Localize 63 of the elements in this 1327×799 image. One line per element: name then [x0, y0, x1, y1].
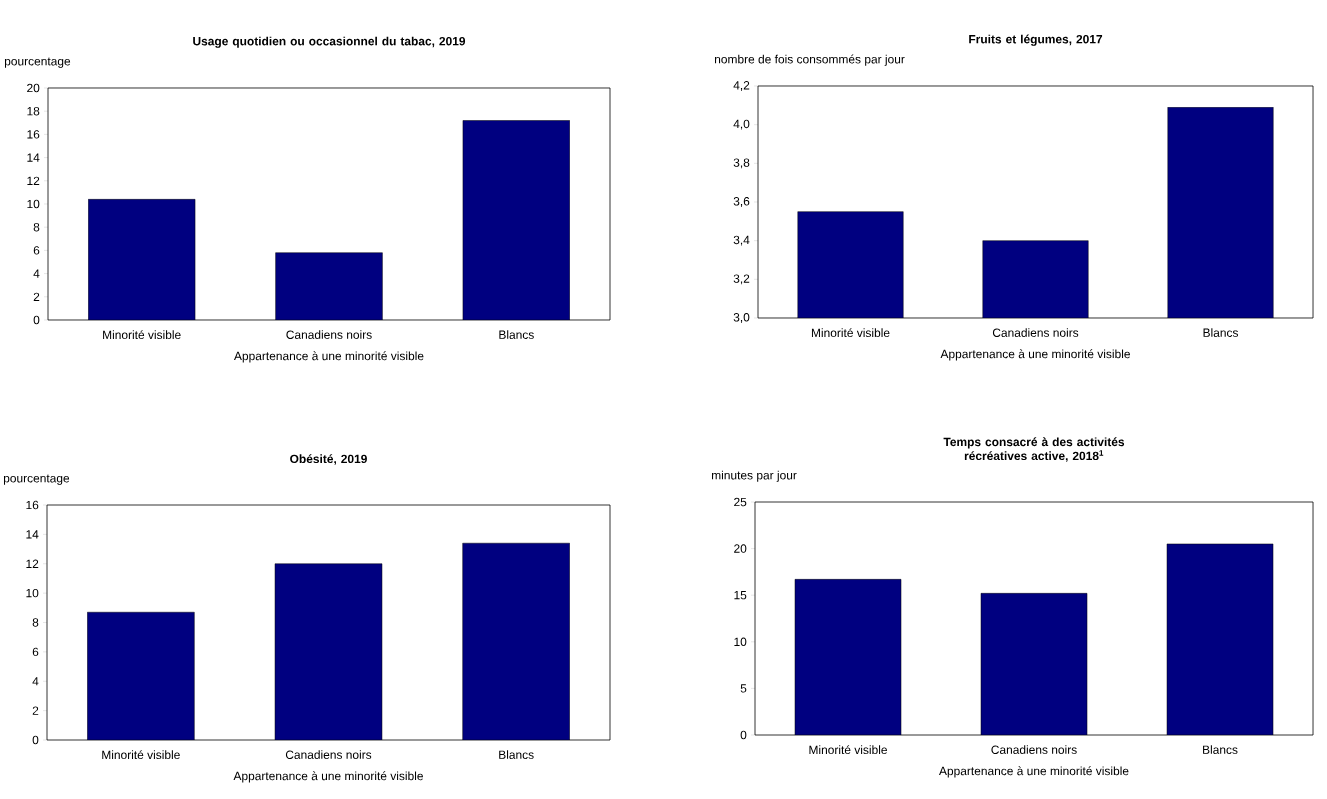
y-axis-title: nombre de fois consommés par jour [714, 54, 905, 66]
y-tick-label: 8 [32, 618, 39, 627]
bar [980, 593, 1088, 735]
y-tick-label: 16 [26, 500, 39, 510]
y-tick-label: 6 [32, 647, 39, 657]
x-tick-label: Blancs [499, 750, 534, 759]
y-tick-label: 16 [27, 130, 40, 139]
bar [462, 542, 570, 740]
x-axis-title: Appartenance à une minorité visible [233, 351, 424, 363]
y-tick-label: 3,8 [733, 158, 750, 169]
y-axis-title: minutes par jour [711, 470, 797, 482]
y-tick-label: 15 [734, 591, 747, 600]
y-tick-label: 4,2 [733, 81, 750, 91]
y-tick-label: 6 [33, 246, 40, 255]
y-tick-label: 5 [740, 684, 747, 693]
x-tick-label: Canadiens noirs [285, 750, 372, 759]
y-tick-label: 3,6 [733, 197, 750, 207]
y-axis-title: pourcentage [4, 57, 71, 68]
bar [274, 563, 383, 740]
bar [1166, 543, 1274, 735]
x-axis-title: Appartenance à une minorité visible [938, 766, 1129, 778]
chart-title: Usage quotidien ou occasionnel du tabac, 2019 [193, 36, 466, 48]
x-tick-label: Blancs [1203, 328, 1239, 337]
y-tick-label: 20 [734, 544, 747, 553]
y-tick-label: 10 [734, 637, 747, 647]
x-tick-label: Minorité visible [811, 328, 890, 338]
bar [794, 579, 902, 735]
x-tick-label: Minorité visible [103, 330, 181, 340]
y-tick-label: 12 [26, 559, 39, 568]
y-tick-label: 18 [27, 106, 40, 116]
y-tick-label: 3,2 [733, 274, 750, 285]
y-tick-label: 0 [32, 735, 39, 745]
x-tick-label: Canadiens noirs [992, 328, 1079, 337]
y-tick-label: 12 [27, 176, 40, 185]
y-axis-title: pourcentage [3, 474, 70, 485]
y-tick-label: 0 [740, 730, 747, 740]
x-tick-label: Minorité visible [102, 750, 180, 760]
y-tick-label: 3,4 [733, 235, 750, 246]
x-axis-title: Appartenance à une minorité visible [233, 771, 423, 783]
y-tick-label: 0 [33, 315, 40, 325]
y-tick-label: 20 [27, 83, 40, 93]
y-tick-label: 10 [27, 199, 40, 209]
y-tick-label: 4,0 [733, 119, 750, 130]
y-tick-label: 2 [33, 292, 40, 301]
chart-title: Temps consacré à des activités récréatives active, 2018$^{1}$ [943, 437, 1125, 462]
y-tick-label: 3,0 [733, 313, 750, 323]
x-tick-label: Canadiens noirs [286, 330, 372, 339]
y-tick-label: 2 [32, 706, 39, 715]
chart-title: Obésité, 2019 [290, 454, 367, 465]
x-tick-label: Canadiens noirs [991, 745, 1077, 754]
x-tick-label: Blancs [499, 330, 534, 339]
y-tick-label: 14 [26, 530, 39, 539]
bar [87, 611, 195, 740]
y-tick-label: 4 [32, 677, 39, 686]
y-tick-label: 4 [33, 269, 40, 278]
y-tick-label: 25 [734, 497, 747, 507]
y-tick-label: 14 [27, 153, 40, 162]
x-tick-label: Minorité visible [809, 745, 887, 755]
x-axis-title: Appartenance à une minorité visible [940, 349, 1130, 361]
y-tick-label: 8 [33, 222, 40, 232]
chart-title: Fruits et légumes, 2017 [969, 34, 1103, 46]
x-tick-label: Blancs [1203, 745, 1238, 754]
y-tick-label: 10 [26, 588, 39, 598]
